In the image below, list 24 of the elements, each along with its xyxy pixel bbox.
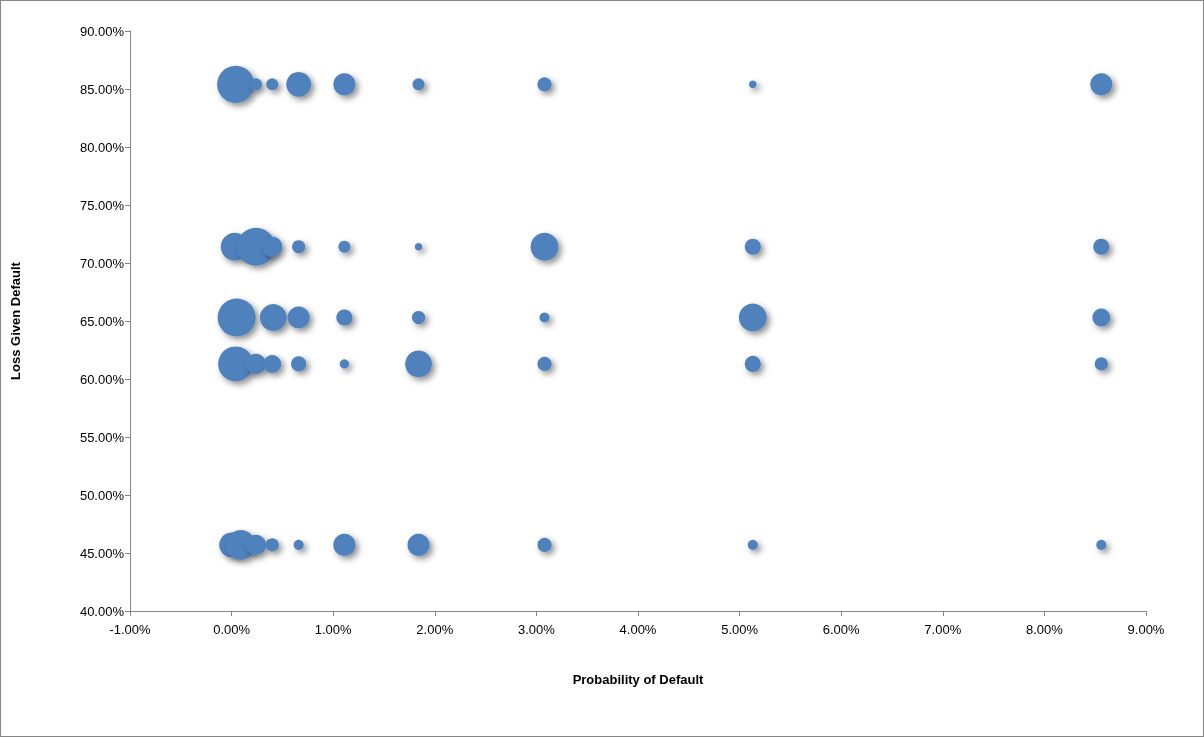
x-tick-label: 0.00% bbox=[213, 622, 251, 637]
y-tick-label: 80.00% bbox=[79, 139, 125, 155]
x-tick-label: 5.00% bbox=[721, 622, 759, 637]
x-tick-label: 7.00% bbox=[924, 622, 962, 637]
y-tick-label: 90.00% bbox=[79, 23, 125, 39]
y-tick-label: 40.00% bbox=[79, 603, 125, 619]
y-tick-label: 45.00% bbox=[79, 545, 125, 561]
y-tick-label: 50.00% bbox=[79, 487, 125, 503]
y-tick-label: 85.00% bbox=[79, 81, 125, 97]
y-axis-title: Loss Given Default bbox=[8, 261, 23, 380]
x-tick-label: 6.00% bbox=[822, 622, 861, 637]
y-tick-label: 65.00% bbox=[79, 313, 125, 329]
x-tick-label: 3.00% bbox=[517, 622, 556, 637]
y-tick-label: 60.00% bbox=[79, 371, 125, 387]
y-tick-label: 55.00% bbox=[79, 429, 125, 445]
x-tick-label: 1.00% bbox=[314, 622, 353, 637]
y-tick-label: 75.00% bbox=[79, 197, 125, 213]
x-tick-label: 8.00% bbox=[1025, 622, 1064, 637]
y-tick-label: 70.00% bbox=[79, 255, 125, 271]
x-tick-label: 4.00% bbox=[619, 622, 657, 637]
x-axis-title: Probability of Default bbox=[572, 672, 705, 687]
x-tick-label: -1.00% bbox=[109, 622, 152, 637]
x-tick-label: 9.00% bbox=[1127, 622, 1165, 637]
x-tick-label: 2.00% bbox=[416, 622, 454, 637]
